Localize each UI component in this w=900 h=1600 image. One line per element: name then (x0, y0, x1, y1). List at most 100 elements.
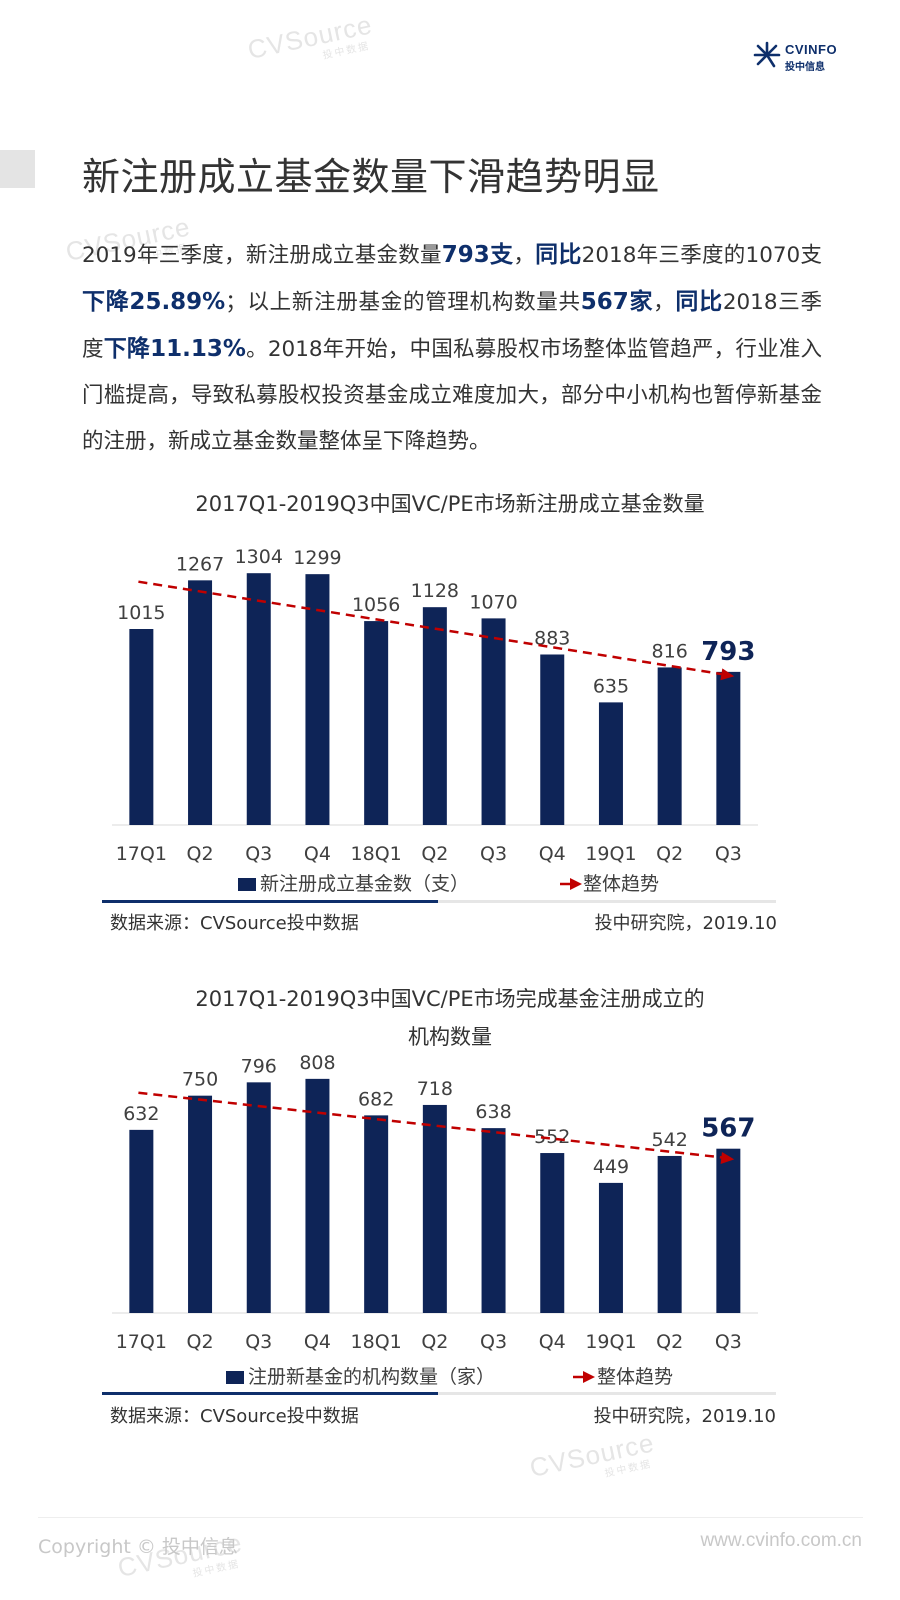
x-tick-label: Q3 (480, 843, 507, 865)
data-label: 567 (701, 1114, 755, 1144)
x-tick-label: Q2 (421, 1331, 448, 1353)
x-tick-label: 18Q1 (351, 843, 402, 865)
chart-1-title: 2017Q1-2019Q3中国VC/PE市场新注册成立基金数量 (195, 492, 705, 516)
intro-highlight: 下降25.89% (82, 289, 226, 315)
source-rule-accent (102, 1392, 438, 1395)
logo-subtitle: 投中信息 (785, 62, 825, 73)
data-label: 682 (358, 1088, 394, 1110)
footer-divider (38, 1517, 863, 1518)
data-label: 1304 (235, 546, 283, 568)
x-tick-label: Q2 (421, 843, 448, 865)
copyright: Copyright © 投中信息 (38, 1536, 238, 1558)
watermark: CVSource 投中数据 (527, 1427, 657, 1483)
data-label: 1299 (293, 547, 341, 569)
chart-1-plot: 1015 17Q1 1267 Q2 1304 Q3 1299 Q4 1056 18Q1 1128 Q2… (112, 546, 758, 895)
x-tick-label: Q3 (715, 843, 742, 865)
cvinfo-logo-icon (753, 41, 781, 68)
bar (305, 574, 330, 825)
x-tick-label: Q3 (245, 1331, 272, 1353)
x-tick-label: 19Q1 (585, 843, 636, 865)
data-label: 552 (534, 1126, 570, 1148)
bar (481, 1128, 506, 1313)
website-link[interactable]: www.cvinfo.com.cn (700, 1530, 862, 1551)
x-tick-label: Q2 (187, 1331, 214, 1353)
bar (188, 580, 213, 825)
x-tick-label: Q4 (539, 843, 566, 865)
chart-1-credit: 投中研究院，2019.10 (594, 913, 777, 934)
x-tick-label: Q4 (304, 843, 331, 865)
legend-label: 整体趋势 (583, 873, 659, 895)
data-label: 1128 (411, 580, 459, 602)
watermark: CVSource 投中数据 (245, 9, 375, 65)
chart-2-source: 数据来源：CVSource投中数据 (110, 1406, 359, 1427)
trend-arrow-icon (720, 1152, 735, 1164)
intro-segment: 。2018年开始，中国私募股权市场整体监管趋严，行业准入门槛提高，导致私募股权投… (82, 337, 823, 454)
x-tick-label: Q4 (304, 1331, 331, 1353)
intro-segment: 2019年三季度，新注册成立基金数量 (82, 243, 442, 268)
intro-segment: ， (513, 243, 536, 268)
bar (364, 621, 389, 825)
trend-line (138, 1091, 727, 1160)
x-tick-label: 19Q1 (585, 1331, 636, 1353)
chart-2-credit: 投中研究院，2019.10 (593, 1406, 776, 1427)
intro-segment: ， (653, 290, 676, 315)
data-label: 632 (123, 1103, 159, 1125)
bar (129, 629, 154, 825)
x-tick-label: 17Q1 (116, 843, 167, 865)
x-tick-label: 17Q1 (116, 1331, 167, 1353)
intro-highlight: 同比 (675, 289, 723, 315)
chart-2-title: 2017Q1-2019Q3中国VC/PE市场完成基金注册成立的 (195, 987, 705, 1011)
legend-label: 注册新基金的机构数量（家） (248, 1366, 495, 1388)
data-label: 796 (241, 1055, 277, 1077)
x-tick-label: Q2 (656, 843, 683, 865)
bar (422, 1104, 447, 1313)
bar (540, 1153, 565, 1313)
bar (188, 1095, 213, 1313)
data-label: 1070 (469, 591, 517, 613)
header-accent-bar (0, 150, 35, 188)
data-label: 1015 (117, 602, 165, 624)
legend-label: 新注册成立基金数（支） (260, 873, 469, 895)
bar (246, 573, 271, 825)
x-tick-label: Q2 (656, 1331, 683, 1353)
x-tick-label: Q3 (245, 843, 272, 865)
data-label: 1267 (176, 553, 224, 575)
x-tick-label: 18Q1 (351, 1331, 402, 1353)
bar (364, 1115, 389, 1313)
x-tick-label: Q3 (480, 1331, 507, 1353)
legend-arrow-icon (570, 878, 582, 890)
x-tick-label: Q4 (539, 1331, 566, 1353)
trend-line (138, 580, 727, 677)
bar (129, 1129, 154, 1313)
page-title: 新注册成立基金数量下滑趋势明显 (82, 155, 660, 199)
intro-segment: ；以上新注册基金的管理机构数量共 (225, 290, 581, 315)
bar (246, 1082, 271, 1313)
trend-arrow-icon (720, 668, 735, 681)
legend-arrow-icon (583, 1371, 595, 1383)
legend-swatch (238, 878, 256, 891)
intro-paragraph: 2019年三季度，新注册成立基金数量793支，同比2018年三季度的1070支下… (82, 232, 822, 465)
source-rule (438, 1392, 776, 1395)
bar (598, 702, 623, 825)
data-label: 750 (182, 1069, 218, 1091)
legend-swatch (226, 1371, 244, 1384)
intro-highlight: 下降11.13% (103, 336, 246, 362)
data-label: 449 (593, 1156, 629, 1178)
data-label: 793 (701, 637, 755, 667)
legend-label: 整体趋势 (597, 1366, 673, 1388)
data-label: 718 (417, 1078, 453, 1100)
chart-1-source: 数据来源：CVSource投中数据 (110, 913, 359, 934)
chart-2-title-line2: 机构数量 (408, 1025, 492, 1049)
data-label: 816 (652, 640, 688, 662)
intro-highlight: 567家 (580, 289, 654, 315)
bar (422, 607, 447, 825)
bar (657, 667, 682, 825)
intro-highlight: 793支 (441, 242, 514, 268)
bar (598, 1182, 623, 1313)
intro-highlight: 同比 (535, 242, 582, 268)
source-rule-accent (102, 900, 438, 903)
intro-segment: 2018年三季度的1070支 (581, 243, 823, 268)
intro-segment: 2018三季度 (82, 290, 822, 362)
chart-2-plot: 632 17Q1 750 Q2 796 Q3 808 Q4 682 18Q1 718 Q2 638 Q3 5… (112, 1052, 758, 1388)
bar (716, 1148, 741, 1313)
